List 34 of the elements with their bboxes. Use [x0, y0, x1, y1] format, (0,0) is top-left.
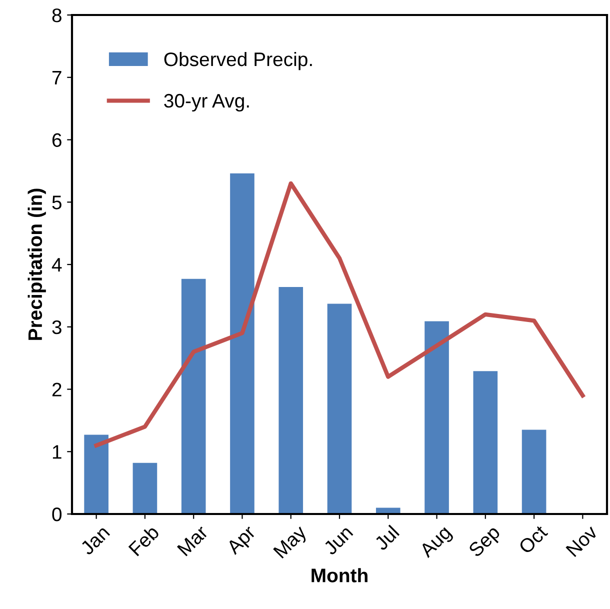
bar	[522, 430, 546, 514]
y-axis-title: Precipitation (in)	[28, 188, 46, 340]
bar	[230, 173, 254, 514]
x-tick-label: Mar	[176, 524, 209, 556]
bar	[278, 286, 304, 514]
x-tick-label: Nov	[566, 524, 599, 558]
x-tick-label: Sep	[468, 524, 504, 560]
y-tick-label: 8	[52, 8, 62, 22]
bar	[327, 304, 352, 514]
bar	[473, 371, 498, 514]
x-tick-label: Feb	[128, 524, 160, 556]
x-axis-title: Month	[312, 568, 368, 582]
bar	[424, 321, 449, 514]
x-tick-label: Apr	[226, 524, 260, 558]
bar	[181, 278, 206, 514]
y-tick-label: 1	[52, 445, 62, 459]
line-series	[94, 181, 585, 448]
bar	[84, 434, 108, 514]
x-tick-label: Jul	[373, 524, 400, 552]
y-tick-label: 2	[52, 382, 62, 396]
x-tick-label: Jan	[80, 525, 110, 556]
x-tick-label: Jun	[322, 525, 354, 556]
x-tick-label: Oct	[518, 524, 548, 555]
x-tick-label: Aug	[418, 525, 455, 561]
y-tick-label: 4	[52, 258, 62, 272]
x-tick-label: May	[273, 524, 310, 562]
y-tick-label: 0	[52, 507, 62, 522]
y-tick-label: 3	[52, 320, 62, 334]
legend-label: 30-yr Avg.	[164, 94, 249, 112]
legend-label: Observed Precip.	[164, 52, 312, 70]
y-tick-label: 7	[52, 71, 62, 84]
y-tick-label: 5	[52, 196, 62, 210]
y-tick-label: 6	[52, 133, 62, 147]
bar	[132, 462, 158, 514]
